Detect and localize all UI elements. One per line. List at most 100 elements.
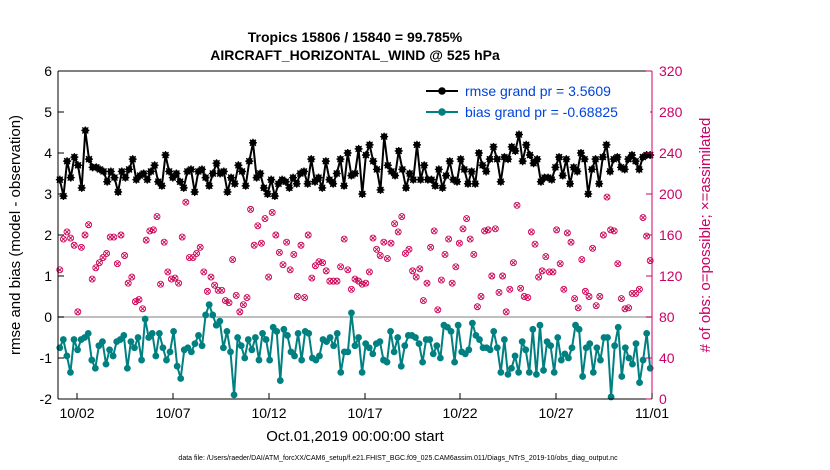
obs-count-point bbox=[337, 263, 345, 271]
obs-count-point bbox=[347, 285, 355, 293]
rmse-point bbox=[117, 167, 126, 176]
bias-point bbox=[351, 342, 359, 350]
obs-count-point bbox=[272, 231, 280, 239]
obs-count-point bbox=[131, 298, 139, 306]
bias-point bbox=[365, 344, 373, 352]
obs-count-point bbox=[563, 229, 571, 237]
rmse-point bbox=[66, 173, 75, 182]
bias-point bbox=[604, 334, 611, 341]
y-axis-label-left: rmse and bias (model - observation) bbox=[7, 115, 24, 355]
rmse-point bbox=[172, 169, 181, 178]
rmse-point bbox=[125, 165, 134, 174]
bias-point bbox=[465, 346, 473, 354]
rmse-point bbox=[595, 179, 604, 188]
bias-point bbox=[540, 366, 547, 374]
rmse-point bbox=[463, 179, 472, 188]
bias-point bbox=[227, 348, 234, 356]
rmse-point bbox=[602, 140, 611, 149]
x-tick-label: 10/12 bbox=[251, 405, 286, 421]
obs-count-point bbox=[527, 228, 535, 236]
obs-count-point bbox=[362, 279, 370, 287]
obs-count-point bbox=[286, 266, 294, 274]
bias-point bbox=[148, 330, 156, 337]
legend: rmse grand pr = 3.5609 bias grand pr = -… bbox=[420, 80, 650, 122]
bias-point bbox=[387, 327, 394, 335]
bias-point bbox=[259, 330, 266, 337]
obs-count-point bbox=[567, 238, 575, 246]
bias-point bbox=[177, 375, 185, 382]
rmse-point bbox=[627, 151, 636, 160]
obs-count-markers bbox=[56, 193, 654, 316]
obs-count-point bbox=[441, 251, 449, 258]
bias-point bbox=[216, 317, 224, 325]
obs-count-point bbox=[398, 213, 406, 221]
bias-point bbox=[554, 334, 562, 341]
right-tick-label: 200 bbox=[659, 186, 683, 202]
bias-point bbox=[525, 368, 533, 376]
bias-point bbox=[412, 334, 419, 341]
obs-count-point bbox=[301, 294, 309, 301]
rmse-point bbox=[190, 187, 199, 196]
bias-point bbox=[447, 327, 455, 335]
obs-count-point bbox=[373, 245, 381, 253]
bias-point bbox=[565, 354, 572, 362]
chart-title-line2: AIRCRAFT_HORIZONTAL_WIND @ 525 hPa bbox=[210, 47, 500, 63]
bias-point bbox=[419, 358, 426, 366]
rmse-point bbox=[241, 181, 250, 190]
obs-count-point bbox=[268, 208, 276, 216]
bias-point bbox=[436, 354, 444, 362]
left-tick-label: 1 bbox=[44, 268, 52, 284]
rmse-point bbox=[205, 181, 214, 190]
right-tick-label: 120 bbox=[659, 268, 683, 284]
bias-point bbox=[202, 311, 210, 319]
obs-count-point bbox=[556, 260, 564, 268]
obs-count-point bbox=[221, 297, 229, 305]
obs-count-point bbox=[502, 308, 510, 316]
rmse-point bbox=[201, 173, 210, 182]
rmse-point bbox=[547, 175, 556, 184]
rmse-point bbox=[372, 165, 381, 174]
obs-count-point bbox=[77, 243, 85, 251]
bias-point bbox=[614, 323, 622, 331]
obs-count-point bbox=[178, 233, 186, 241]
obs-count-point bbox=[409, 267, 417, 275]
obs-count-point bbox=[254, 222, 262, 230]
obs-count-point bbox=[448, 279, 456, 287]
bias-point bbox=[468, 319, 476, 327]
rmse-point bbox=[223, 187, 232, 196]
bias-point bbox=[579, 373, 587, 380]
bias-point bbox=[131, 344, 138, 352]
bias-point bbox=[284, 332, 291, 339]
obs-count-point bbox=[232, 292, 240, 299]
bias-point bbox=[59, 336, 67, 343]
obs-count-point bbox=[196, 243, 204, 251]
obs-count-point bbox=[103, 249, 111, 257]
bias-point bbox=[522, 346, 530, 354]
bias-point bbox=[138, 356, 145, 364]
obs-count-point bbox=[625, 304, 633, 312]
obs-count-point bbox=[599, 231, 607, 239]
rmse-point bbox=[99, 167, 108, 176]
rmse-point bbox=[646, 151, 655, 160]
rmse-point bbox=[187, 165, 196, 174]
legend-rmse-label: rmse grand pr = 3.5609 bbox=[465, 83, 611, 99]
obs-count-point bbox=[470, 251, 478, 258]
obs-count-point bbox=[239, 301, 247, 309]
obs-count-point bbox=[139, 305, 147, 313]
bias-point bbox=[397, 362, 405, 370]
bias-point bbox=[56, 344, 64, 352]
obs-count-point bbox=[290, 251, 298, 258]
bias-point bbox=[451, 358, 458, 366]
rmse-point bbox=[376, 185, 385, 194]
rmse-point bbox=[394, 146, 403, 155]
bias-point bbox=[369, 350, 377, 358]
obs-count-point bbox=[74, 308, 82, 316]
chart-title-line1: Tropics 15806 / 15840 = 99.785% bbox=[248, 29, 463, 45]
bias-point bbox=[219, 344, 227, 352]
rmse-point bbox=[234, 161, 243, 170]
right-tick-label: 0 bbox=[659, 391, 667, 407]
rmse-point bbox=[496, 177, 505, 186]
obs-count-point bbox=[283, 238, 291, 246]
rmse-point bbox=[584, 190, 593, 198]
obs-count-point bbox=[265, 273, 273, 281]
